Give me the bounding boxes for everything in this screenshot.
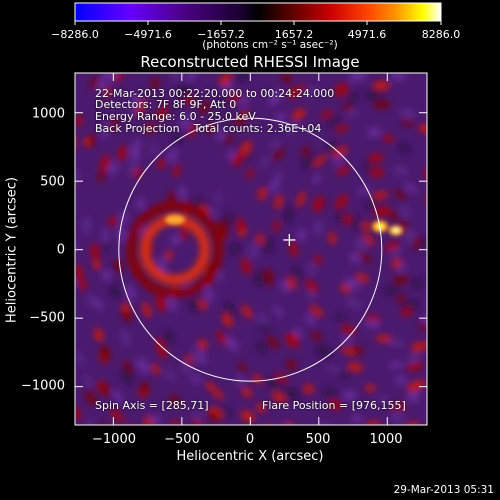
colorbar-tick-label: −1657.2 xyxy=(197,28,245,41)
colorbar-tick-label: −4971.6 xyxy=(124,28,172,41)
y-axis-label: Heliocentric Y (arcsec) xyxy=(4,177,20,323)
ring-source xyxy=(164,214,185,225)
colorbar-tick-label: 8286.0 xyxy=(421,28,461,41)
y-tick-label: 0 xyxy=(56,242,65,258)
info-time-range: 22-Mar-2013 00:22:20.000 to 00:24:24.000 xyxy=(95,87,335,100)
y-tick-label: 1000 xyxy=(31,106,65,122)
x-tick-label: −500 xyxy=(164,432,200,447)
info-detectors: Detectors: 7F 8F 9F, Att 0 xyxy=(95,98,237,111)
colorbar-tick-label: 1657.2 xyxy=(274,28,314,41)
x-tick-label: −1000 xyxy=(92,432,136,447)
colorbar-tick-label: −8286.0 xyxy=(51,28,99,41)
plot-frame xyxy=(74,72,428,426)
x-tick-label: 0 xyxy=(245,432,255,447)
y-tick-label: −1000 xyxy=(21,378,65,394)
colorbar-tick-label: 4971.6 xyxy=(347,28,387,41)
x-tick-label: 1000 xyxy=(369,432,403,447)
flare-source-core xyxy=(392,227,399,233)
solar-limb-circle xyxy=(118,117,383,382)
colorbar-units: (photons cm⁻² s⁻¹ asec⁻²) xyxy=(202,39,338,51)
info-method-counts: Back Projection Total counts: 2.36E+04 xyxy=(95,122,322,135)
y-tick-label: −500 xyxy=(29,310,65,326)
colorbar xyxy=(74,2,442,25)
info-energy-range: Energy Range: 6.0 - 25.0 keV xyxy=(95,110,256,123)
plot-timestamp: 29-Mar-2013 05:31 xyxy=(393,484,494,496)
y-tick-label: 500 xyxy=(40,174,65,190)
image-title: Reconstructed RHESSI Image xyxy=(140,53,360,71)
flare-position-label: Flare Position = [976,155] xyxy=(262,399,406,412)
spin-axis-marker xyxy=(283,233,296,246)
axis-ticks xyxy=(75,73,427,425)
x-tick-label: 500 xyxy=(305,432,331,447)
x-axis-label: Heliocentric X (arcsec) xyxy=(176,449,324,464)
colorbar-ticks xyxy=(74,21,442,25)
spin-axis-label: Spin Axis = [285,71] xyxy=(95,399,209,412)
colorbar-gradient xyxy=(74,2,442,22)
